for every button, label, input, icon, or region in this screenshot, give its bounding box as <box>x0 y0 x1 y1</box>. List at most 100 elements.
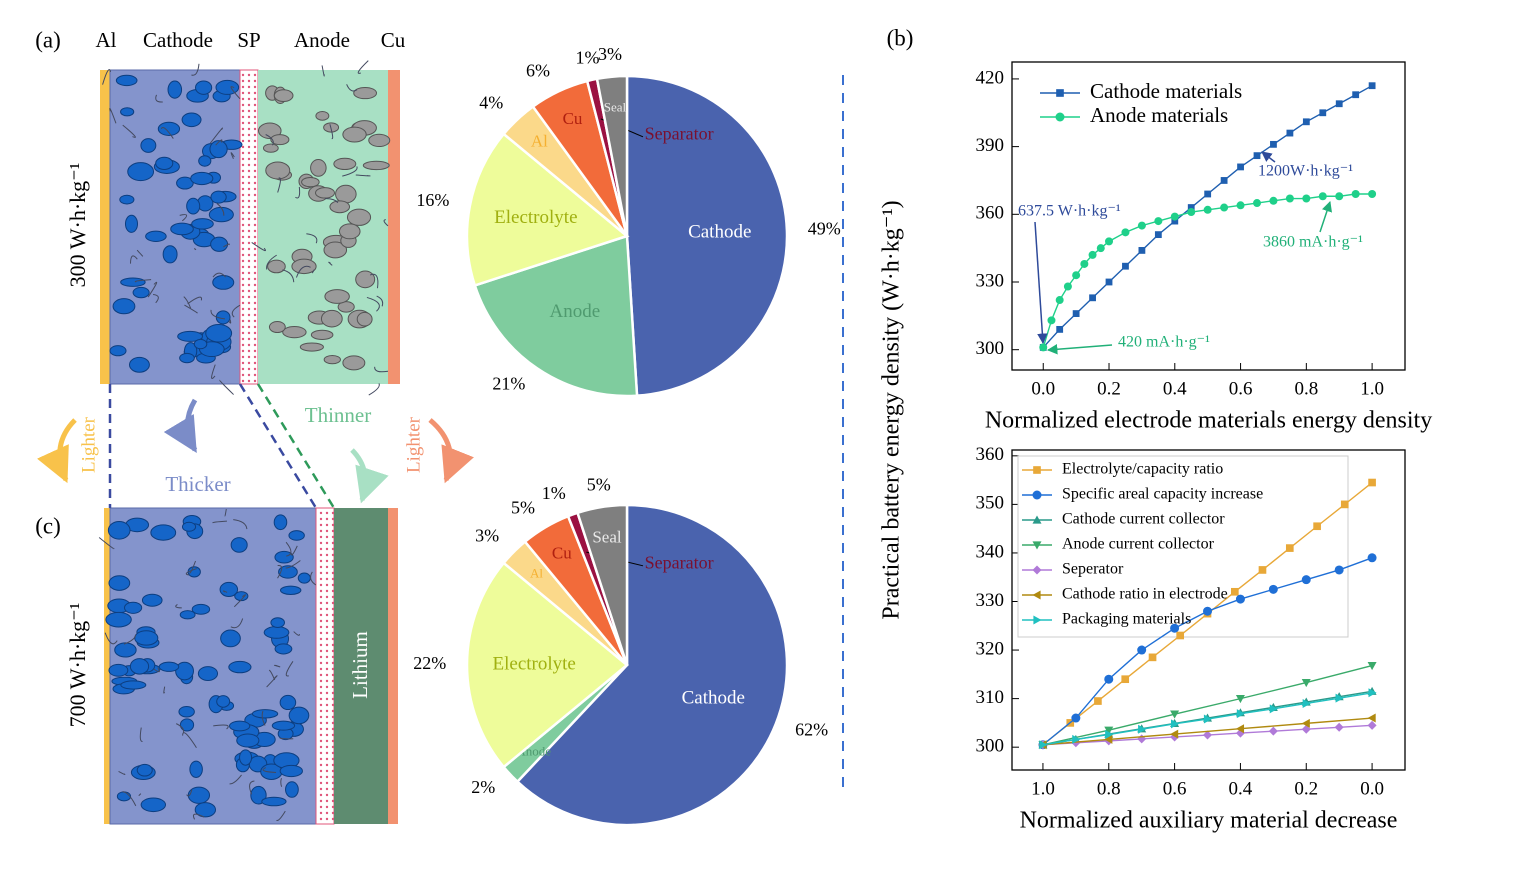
particle <box>145 230 167 242</box>
binder-fiber <box>209 127 224 144</box>
particle <box>112 298 136 315</box>
marker <box>1171 217 1179 225</box>
marker <box>1047 316 1056 325</box>
binder-fiber <box>383 219 389 227</box>
slice-label: Seal <box>604 100 627 115</box>
particle <box>187 566 201 578</box>
marker <box>1203 606 1213 616</box>
series-line <box>1042 717 1373 746</box>
x-tick-label: 0.0 <box>1031 378 1055 399</box>
marker <box>1094 697 1102 705</box>
particle <box>186 197 201 215</box>
particle <box>208 206 234 223</box>
cu-foil <box>388 70 400 384</box>
marker <box>1138 724 1147 734</box>
marker <box>1203 730 1213 740</box>
marker <box>1104 674 1114 684</box>
binder-fiber <box>273 664 281 668</box>
particle <box>205 323 233 343</box>
binder-fiber <box>186 789 193 797</box>
legend-label: Seperator <box>1062 561 1124 578</box>
marker <box>1220 203 1229 212</box>
binder-fiber <box>230 86 241 100</box>
binder-fiber <box>138 793 142 796</box>
binder-fiber <box>211 364 216 379</box>
particle <box>270 617 285 628</box>
cu-foil <box>388 508 398 824</box>
value-label: 4% <box>479 92 503 112</box>
marker <box>1122 262 1129 270</box>
binder-fiber <box>285 541 292 557</box>
marker <box>1269 704 1278 714</box>
particle <box>157 121 181 136</box>
value-label: 62% <box>795 720 828 740</box>
particle <box>362 160 390 171</box>
marker <box>1121 675 1130 684</box>
marker <box>1237 163 1244 171</box>
particle <box>220 629 241 648</box>
marker <box>1313 522 1321 531</box>
particle <box>265 161 291 180</box>
annotation-arrow <box>1046 344 1113 355</box>
particle <box>257 122 282 140</box>
guide-line <box>256 383 336 509</box>
marker <box>1319 109 1327 117</box>
particle <box>342 126 367 143</box>
marker <box>1080 259 1089 268</box>
marker <box>1367 553 1377 563</box>
layer-label: Cu <box>381 28 406 52</box>
particle <box>195 80 213 95</box>
y-tick-label: 300 <box>976 736 1005 757</box>
particle <box>210 236 229 252</box>
particle <box>335 184 357 204</box>
particle <box>282 326 307 339</box>
marker <box>1055 112 1065 122</box>
marker <box>1072 310 1080 317</box>
particle <box>355 270 376 289</box>
particle <box>134 630 159 646</box>
particle <box>127 162 155 182</box>
value-label: 5% <box>587 475 611 495</box>
binder-fiber <box>279 737 294 740</box>
binder-fiber <box>175 603 182 609</box>
particle <box>194 802 217 818</box>
y-tick-label: 300 <box>976 338 1005 359</box>
annotation: 3860 mA·h·g⁻¹ <box>1263 234 1363 251</box>
particle <box>179 718 195 732</box>
particle <box>107 520 131 540</box>
marker <box>1253 199 1262 208</box>
marker <box>1170 710 1180 719</box>
binder-fiber <box>223 243 230 248</box>
marker <box>1236 709 1245 719</box>
particle <box>251 709 279 719</box>
particle <box>288 706 310 725</box>
particle <box>179 610 196 620</box>
y-axis-label: Practical battery energy density (W·h·kg… <box>879 200 905 619</box>
legend-label: Anode current collector <box>1062 536 1215 553</box>
y-tick-label: 330 <box>976 590 1005 611</box>
x-tick-label: 0.6 <box>1229 378 1253 399</box>
binder-fiber <box>139 727 143 743</box>
particle <box>219 581 239 598</box>
particle <box>108 575 131 591</box>
binder-fiber <box>163 686 166 694</box>
x-tick-label: 1.0 <box>1360 378 1384 399</box>
marker <box>1301 718 1310 728</box>
panel-label: (a) <box>35 27 61 52</box>
binder-fiber <box>229 774 242 785</box>
particle <box>353 86 377 100</box>
x-axis-label: Normalized electrode materials energy de… <box>985 408 1432 434</box>
binder-fiber <box>134 279 152 283</box>
particle <box>198 155 212 167</box>
binder-fiber <box>212 520 227 524</box>
marker <box>1032 490 1042 500</box>
pie-slice <box>515 503 789 827</box>
binder-fiber <box>98 537 115 550</box>
marker <box>1176 631 1185 640</box>
particle <box>310 158 327 177</box>
y-tick-label: 390 <box>976 135 1005 156</box>
particle <box>230 537 248 553</box>
marker <box>1268 726 1278 736</box>
y-tick-label: 420 <box>976 67 1005 88</box>
marker <box>1367 713 1376 723</box>
